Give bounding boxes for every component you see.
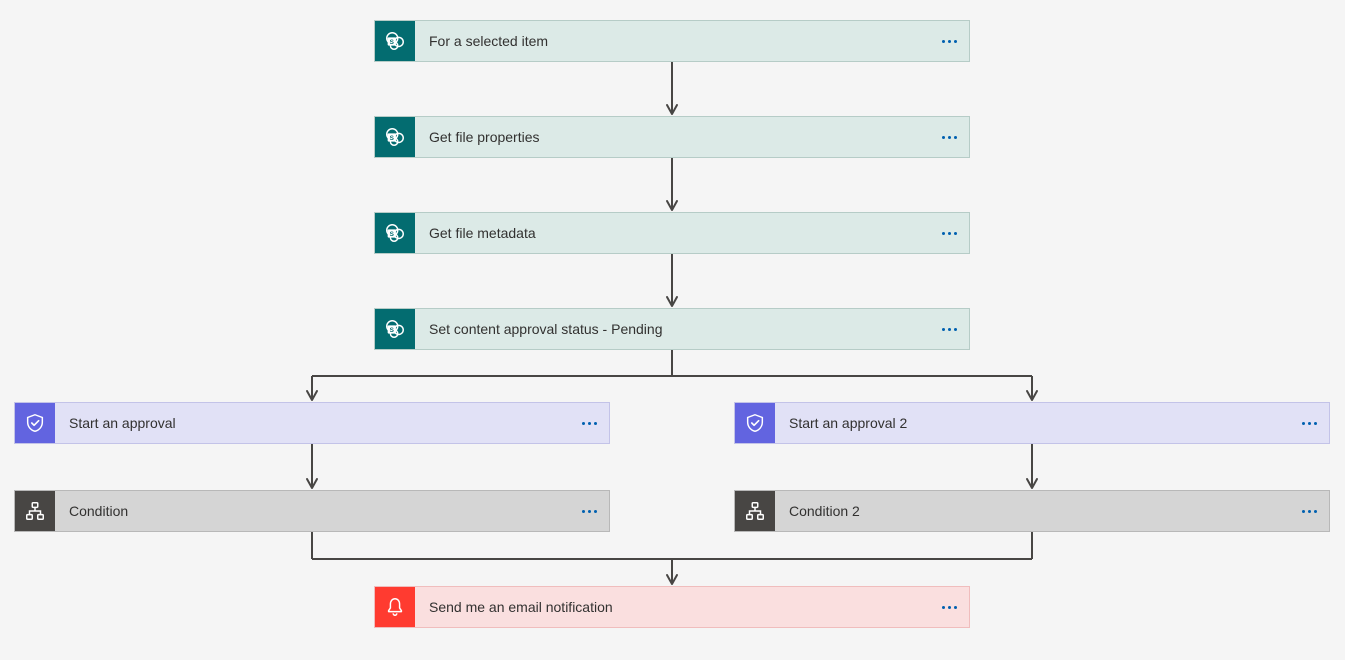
more-dots-icon <box>582 422 597 425</box>
sharepoint-icon: S <box>384 126 406 148</box>
condition-icon <box>24 500 46 522</box>
more-dots-icon <box>942 328 957 331</box>
condition-icon <box>744 500 766 522</box>
flow-step-card[interactable]: S Set content approval status - Pending <box>374 308 970 350</box>
flow-step-title: Set content approval status - Pending <box>415 321 929 337</box>
sharepoint-step-icon: S <box>375 21 415 61</box>
flow-step-title: For a selected item <box>415 33 929 49</box>
sharepoint-icon: S <box>384 318 406 340</box>
approval-icon <box>24 412 46 434</box>
flow-step-card[interactable]: Start an approval <box>14 402 610 444</box>
flow-step-title: Get file properties <box>415 129 929 145</box>
approval-step-icon <box>735 403 775 443</box>
flow-step-title: Start an approval <box>55 415 569 431</box>
svg-text:S: S <box>390 231 395 238</box>
flow-step-card[interactable]: Send me an email notification <box>374 586 970 628</box>
more-dots-icon <box>942 40 957 43</box>
sharepoint-step-icon: S <box>375 117 415 157</box>
more-dots-icon <box>582 510 597 513</box>
flow-step-title: Condition 2 <box>775 503 1289 519</box>
flow-step-menu-button[interactable] <box>569 510 609 513</box>
sharepoint-icon: S <box>384 222 406 244</box>
flow-step-title: Condition <box>55 503 569 519</box>
svg-text:S: S <box>390 135 395 142</box>
svg-text:S: S <box>390 327 395 334</box>
sharepoint-icon: S <box>384 30 406 52</box>
flow-step-menu-button[interactable] <box>929 40 969 43</box>
flow-step-title: Start an approval 2 <box>775 415 1289 431</box>
flow-step-title: Get file metadata <box>415 225 929 241</box>
flow-step-title: Send me an email notification <box>415 599 929 615</box>
flow-step-menu-button[interactable] <box>1289 510 1329 513</box>
flow-step-menu-button[interactable] <box>569 422 609 425</box>
flow-step-menu-button[interactable] <box>929 328 969 331</box>
flow-step-card[interactable]: Condition <box>14 490 610 532</box>
flow-step-menu-button[interactable] <box>929 136 969 139</box>
notification-step-icon <box>375 587 415 627</box>
flow-step-card[interactable]: Condition 2 <box>734 490 1330 532</box>
more-dots-icon <box>1302 510 1317 513</box>
flow-step-card[interactable]: Start an approval 2 <box>734 402 1330 444</box>
more-dots-icon <box>942 606 957 609</box>
sharepoint-step-icon: S <box>375 213 415 253</box>
condition-step-icon <box>735 491 775 531</box>
svg-text:S: S <box>390 39 395 46</box>
flow-step-menu-button[interactable] <box>1289 422 1329 425</box>
more-dots-icon <box>942 136 957 139</box>
bell-icon <box>384 596 406 618</box>
more-dots-icon <box>1302 422 1317 425</box>
more-dots-icon <box>942 232 957 235</box>
flow-step-card[interactable]: S Get file properties <box>374 116 970 158</box>
flow-step-card[interactable]: S Get file metadata <box>374 212 970 254</box>
approval-step-icon <box>15 403 55 443</box>
approval-icon <box>744 412 766 434</box>
flow-step-menu-button[interactable] <box>929 606 969 609</box>
condition-step-icon <box>15 491 55 531</box>
flow-step-card[interactable]: S For a selected item <box>374 20 970 62</box>
flow-step-menu-button[interactable] <box>929 232 969 235</box>
sharepoint-step-icon: S <box>375 309 415 349</box>
